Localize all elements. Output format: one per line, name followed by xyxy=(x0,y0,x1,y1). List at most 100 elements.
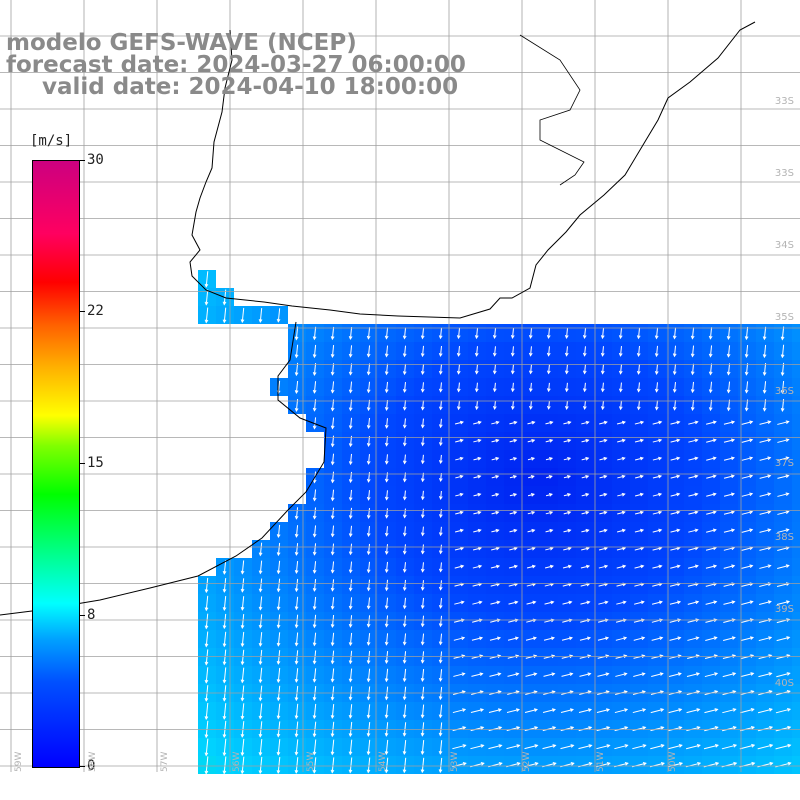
wind-arrow xyxy=(492,382,497,393)
wind-arrow xyxy=(420,490,425,501)
wind-arrow xyxy=(509,474,518,479)
wind-arrow xyxy=(402,668,407,683)
wind-arrow xyxy=(509,528,518,533)
wind-arrow xyxy=(564,328,569,339)
wind-arrow xyxy=(240,596,245,611)
wind-arrow xyxy=(777,420,790,425)
wind-arrow xyxy=(759,528,772,533)
wind-arrow xyxy=(741,528,754,533)
wind-arrow xyxy=(598,600,609,605)
wind-arrow xyxy=(618,327,623,340)
wind-arrow xyxy=(652,438,663,443)
wind-arrow xyxy=(686,708,701,714)
wind-arrow xyxy=(240,631,245,648)
wind-arrow xyxy=(222,631,227,648)
field-cell xyxy=(792,558,800,576)
wind-arrow xyxy=(545,528,554,533)
wind-arrow xyxy=(636,382,641,393)
wind-arrow xyxy=(670,492,681,497)
wind-arrow xyxy=(348,561,353,574)
wind-arrow xyxy=(545,493,553,497)
wind-arrow xyxy=(294,578,299,593)
wind-arrow xyxy=(366,739,371,756)
wind-arrow xyxy=(420,580,425,591)
field-cell xyxy=(792,756,800,774)
wind-arrow xyxy=(615,654,628,659)
wind-arrow xyxy=(366,668,371,683)
wind-arrow xyxy=(634,510,644,515)
wind-arrow xyxy=(276,721,281,738)
wind-arrow xyxy=(455,456,464,461)
wind-arrow xyxy=(615,672,628,677)
wind-arrow xyxy=(348,327,353,340)
wind-arrow xyxy=(652,564,663,569)
wind-arrow xyxy=(708,399,713,412)
wind-direction-arrows xyxy=(204,271,792,775)
wind-arrow xyxy=(617,474,626,479)
wind-arrow xyxy=(474,382,479,393)
wind-arrow xyxy=(420,704,425,719)
wind-arrow xyxy=(651,672,664,677)
wind-arrow xyxy=(438,436,443,447)
wind-arrow xyxy=(312,703,317,720)
lat-label: 36S xyxy=(774,386,794,397)
field-cell xyxy=(792,702,800,720)
wind-arrow xyxy=(330,363,335,376)
wind-arrow xyxy=(634,546,645,551)
wind-arrow xyxy=(652,474,663,479)
wind-arrow xyxy=(366,561,371,574)
wind-arrow xyxy=(470,726,485,732)
wind-arrow xyxy=(312,561,317,574)
wind-arrow xyxy=(708,381,713,394)
wind-arrow xyxy=(258,649,263,666)
wind-arrow xyxy=(528,364,533,375)
wind-arrow xyxy=(616,600,627,605)
wind-arrow xyxy=(438,327,443,340)
wind-arrow xyxy=(366,363,371,376)
wind-arrow xyxy=(759,438,772,443)
wind-arrow xyxy=(527,493,535,497)
wind-arrow xyxy=(488,744,503,750)
wind-arrow xyxy=(599,438,608,443)
wind-arrow xyxy=(366,417,371,430)
wind-arrow xyxy=(706,510,717,515)
wind-arrow xyxy=(258,560,263,575)
wind-arrow xyxy=(366,381,371,394)
wind-arrow xyxy=(258,756,263,775)
wind-arrow xyxy=(510,328,515,339)
lon-label: 50W xyxy=(668,751,678,772)
wind-arrow xyxy=(348,363,353,376)
wind-arrow xyxy=(762,326,767,341)
wind-arrow xyxy=(330,507,335,520)
wind-arrow xyxy=(330,668,335,683)
wind-arrow xyxy=(759,564,772,569)
wind-arrow xyxy=(688,474,699,479)
wind-arrow xyxy=(579,636,592,641)
wind-arrow xyxy=(617,438,626,443)
wind-arrow xyxy=(330,739,335,756)
wind-arrow xyxy=(759,600,772,605)
wind-arrow xyxy=(759,456,772,461)
wind-arrow xyxy=(690,345,695,358)
field-cell xyxy=(792,324,800,342)
wind-arrow xyxy=(276,524,281,539)
wind-arrow xyxy=(420,722,425,737)
wind-arrow xyxy=(546,328,551,339)
wind-arrow xyxy=(366,757,371,774)
colorbar-unit: [m/s] xyxy=(30,133,73,149)
wind-arrow xyxy=(366,543,371,556)
wind-arrow xyxy=(491,492,500,497)
lat-label: 37S xyxy=(774,458,794,469)
wind-arrow xyxy=(366,525,371,538)
wind-arrow xyxy=(276,542,281,557)
wind-arrow xyxy=(777,456,790,461)
wind-arrow xyxy=(744,381,749,394)
wind-arrow xyxy=(384,381,389,394)
wind-arrow xyxy=(454,546,465,551)
wind-arrow xyxy=(757,708,773,714)
wind-arrow xyxy=(543,636,555,641)
wind-arrow xyxy=(670,438,681,443)
wind-arrow xyxy=(312,614,317,629)
wind-arrow xyxy=(508,564,518,569)
wind-arrow xyxy=(528,382,533,393)
